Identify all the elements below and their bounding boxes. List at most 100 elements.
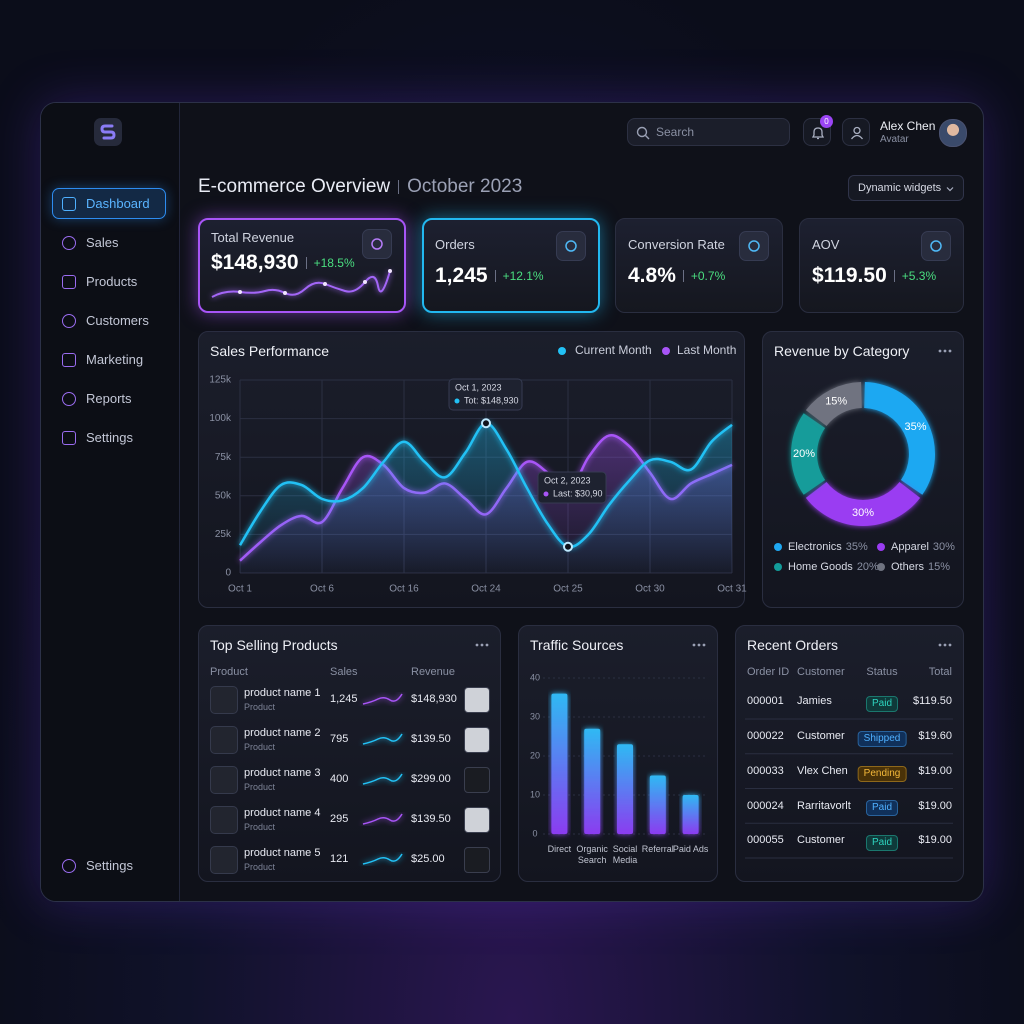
- product-type: Product: [244, 741, 276, 752]
- product-thumbnail: [210, 686, 238, 714]
- column-header: Total: [928, 666, 952, 679]
- nav-icon: [62, 353, 76, 367]
- column-header: Revenue: [411, 666, 456, 679]
- product-image: [464, 687, 490, 713]
- kpi-icon: [362, 229, 392, 259]
- product-sales: 295: [330, 813, 349, 826]
- page-title: E-commerce Overview: [198, 176, 391, 197]
- x-tick-label: Referral: [641, 844, 674, 854]
- product-revenue: $299.00: [411, 773, 451, 786]
- kpi-change: +18.5%: [313, 256, 355, 270]
- product-type: Product: [244, 861, 276, 872]
- panel-title: Top Selling Products: [210, 636, 338, 653]
- separator: [305, 257, 307, 269]
- nav-icon: [62, 236, 76, 250]
- product-revenue: $148,930: [411, 693, 457, 706]
- product-revenue: $25.00: [411, 853, 445, 866]
- kpi-change: +5.3%: [901, 269, 937, 283]
- nav-active[interactable]: [52, 188, 166, 219]
- kpi-value: $148,930: [211, 251, 299, 274]
- x-tick-label: Paid Ads: [672, 844, 709, 854]
- search-placeholder: Search: [656, 125, 695, 139]
- kpi-value-row: 4.8% +0.7%: [628, 263, 725, 289]
- separator: [682, 270, 684, 282]
- order-customer: Customer: [797, 730, 845, 743]
- nav-item[interactable]: Marketing: [86, 352, 144, 368]
- kpi-label: Orders: [435, 237, 475, 253]
- x-tick-label: Social Media: [612, 844, 638, 865]
- product-type: Product: [244, 781, 276, 792]
- nav-item[interactable]: Sales: [86, 235, 119, 251]
- dropdown-label: Dynamic widgets: [858, 182, 942, 194]
- bell-icon: [811, 127, 825, 140]
- product-revenue: $139.50: [411, 813, 451, 826]
- page-heading: E-commerce Overview October 2023: [198, 176, 522, 198]
- separator: [494, 270, 496, 282]
- kpi-label: Conversion Rate: [628, 237, 725, 253]
- nav-icon: [62, 859, 76, 873]
- product-thumbnail: [210, 726, 238, 754]
- product-revenue: $139.50: [411, 733, 451, 746]
- notification-badge: 0: [820, 115, 833, 128]
- product-thumbnail: [210, 766, 238, 794]
- order-status: Shipped: [857, 730, 907, 747]
- product-name: product name 3: [244, 767, 321, 780]
- widgets-dropdown[interactable]: Dynamic widgets: [848, 175, 964, 201]
- panel: [198, 331, 745, 608]
- product-type: Product: [244, 821, 276, 832]
- chart-title: Traffic Sources: [530, 636, 624, 653]
- avatar[interactable]: [939, 119, 967, 147]
- separator: [398, 180, 400, 194]
- profile-button[interactable]: [842, 118, 870, 146]
- kpi-icon: [921, 231, 951, 261]
- order-customer: Jamies: [797, 695, 832, 708]
- nav-item[interactable]: Products: [86, 274, 138, 290]
- order-status: Paid: [865, 835, 899, 851]
- nav-icon: [62, 392, 76, 406]
- product-name: product name 5: [244, 847, 321, 860]
- product-image: [464, 847, 490, 873]
- order-id: 000022: [747, 730, 784, 743]
- nav-icon: [62, 275, 76, 289]
- nav-item[interactable]: Reports: [86, 391, 132, 407]
- x-tick-label: Organic Search: [576, 844, 608, 865]
- kpi-value-row: 1,245 +12.1%: [435, 263, 544, 289]
- nav-icon: [62, 431, 76, 445]
- order-status: Paid: [865, 800, 899, 817]
- nav-icon: [62, 197, 76, 211]
- chart-title: Revenue by Category: [774, 342, 910, 359]
- nav-item[interactable]: Settings: [86, 430, 133, 446]
- kpi-change: +12.1%: [502, 269, 544, 283]
- kpi-icon: [739, 231, 769, 261]
- order-id: 000001: [747, 695, 784, 708]
- product-name: product name 1: [244, 687, 321, 700]
- search-box[interactable]: Search: [627, 118, 790, 146]
- kpi-value: $119.50: [812, 264, 887, 287]
- kpi-icon: [556, 231, 586, 261]
- product-sales: 400: [330, 773, 349, 786]
- order-customer: Customer: [797, 834, 845, 847]
- order-total: $19.00: [918, 799, 952, 812]
- nav-item[interactable]: Dashboard: [86, 196, 150, 212]
- product-type: Product: [244, 701, 276, 712]
- product-thumbnail: [210, 846, 238, 874]
- kpi-value: 1,245: [435, 264, 488, 287]
- panel-title: Recent Orders: [747, 636, 839, 653]
- product-sales: 1,245: [330, 693, 358, 706]
- search-icon: [636, 126, 650, 140]
- product-image: [464, 807, 490, 833]
- logo[interactable]: [94, 118, 122, 146]
- column-header: Status: [866, 666, 898, 679]
- kpi-value-row: $148,930 +18.5%: [211, 250, 355, 276]
- order-id: 000055: [747, 834, 784, 847]
- product-sales: 795: [330, 733, 349, 746]
- chart-title: Sales Performance: [210, 342, 330, 359]
- nav-item[interactable]: Settings: [86, 858, 133, 874]
- page-subtitle: October 2023: [407, 176, 523, 197]
- product-image: [464, 727, 490, 753]
- panel: [762, 331, 964, 608]
- product-thumbnail: [210, 806, 238, 834]
- column-header: Order ID: [747, 666, 790, 679]
- order-status: Pending: [857, 765, 907, 782]
- nav-item[interactable]: Customers: [86, 313, 149, 329]
